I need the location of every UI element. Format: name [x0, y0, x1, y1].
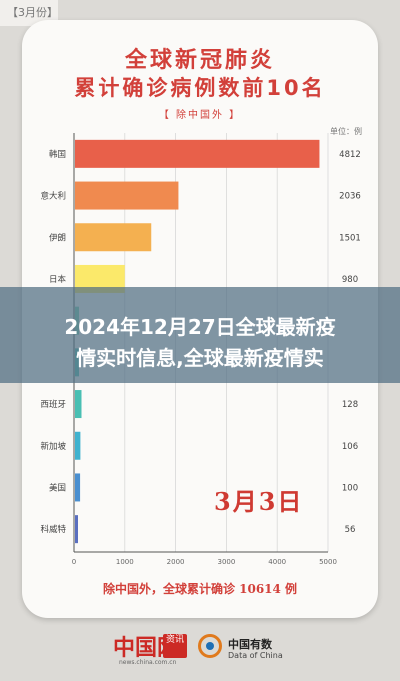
data-of-china-en: Data of China: [228, 651, 283, 660]
bar: [75, 473, 81, 502]
headline-line1: 2024年12月27日全球最新疫: [64, 315, 336, 339]
x-tick-label: 2000: [167, 558, 185, 566]
value-label: 100: [342, 483, 358, 493]
category-label: 美国: [49, 482, 66, 493]
bar: [75, 181, 179, 210]
logos-bar: 中国网 资讯 news.china.com.cn 中国有数 Data of Ch…: [0, 622, 400, 678]
x-tick-label: 3000: [217, 558, 235, 566]
x-tick-label: 1000: [116, 558, 134, 566]
category-label: 意大利: [40, 191, 66, 202]
category-label: 伊朗: [49, 232, 66, 243]
data-of-china-name: 中国有数: [228, 638, 272, 651]
bar-chart: 0 1000 2000 3000 4000 5000 韩国 4812 意大利 2036 伊朗 1501…: [40, 133, 361, 566]
value-label: 128: [342, 400, 358, 410]
bar: [75, 139, 320, 168]
x-tick-label: 0: [72, 558, 76, 566]
x-tick-label: 5000: [319, 558, 337, 566]
category-label: 科威特: [40, 524, 66, 535]
x-tick-label: 4000: [268, 558, 286, 566]
bar: [75, 223, 152, 252]
bar: [75, 431, 81, 460]
category-label: 西班牙: [40, 399, 66, 410]
date-stamp: 3月3日: [214, 487, 304, 516]
value-label: 1501: [339, 233, 361, 243]
value-label: 56: [345, 525, 356, 535]
headline-banner[interactable]: 2024年12月27日全球最新疫 情实时信息,全球最新疫情实: [0, 287, 400, 383]
data-of-china-icon: [198, 634, 222, 658]
value-label: 4812: [339, 150, 361, 160]
headline-line2: 情实时信息,全球最新疫情实: [76, 346, 324, 370]
unit-label: 单位：例: [330, 127, 362, 136]
total-cases-text: 除中国外，全球累计确诊 10614 例: [102, 582, 298, 596]
bar: [75, 390, 82, 419]
bar: [75, 515, 78, 544]
month-tag: 【3月份】: [0, 0, 58, 26]
zixun-badge: 资讯: [163, 634, 187, 658]
value-label: 106: [342, 442, 358, 452]
category-label: 新加坡: [40, 441, 66, 452]
category-label: 韩国: [49, 149, 66, 160]
chart-title-line1: 全球新冠肺炎: [124, 48, 275, 73]
value-label: 980: [342, 275, 358, 285]
data-of-china-logo: 中国有数 Data of China: [198, 630, 288, 670]
china-net-url: news.china.com.cn: [119, 659, 177, 666]
category-label: 日本: [49, 274, 67, 285]
china-net-logo: 中国网 资讯 news.china.com.cn: [113, 630, 191, 670]
month-tag-text: 【3月份】: [7, 6, 58, 19]
value-label: 2036: [339, 192, 361, 202]
chart-title-line2: 累计确诊病例数前10名: [74, 76, 326, 100]
chart-subtitle: 【 除中国外 】: [158, 110, 242, 121]
